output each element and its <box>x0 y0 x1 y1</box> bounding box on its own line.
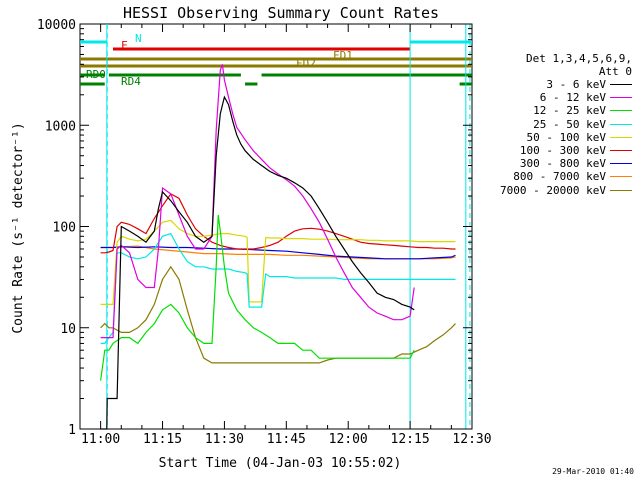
legend-label: 100 - 300 keV <box>519 144 606 158</box>
legend-entry: 50 - 100 keV <box>478 131 636 144</box>
series-line-2 <box>100 64 415 339</box>
series-line-3 <box>100 214 415 381</box>
legend-label: 300 - 800 keV <box>519 157 606 171</box>
legend-swatch <box>610 84 632 86</box>
series-line-4 <box>100 232 456 344</box>
y-tick-label: 10000 <box>37 18 76 33</box>
legend-entry: 300 - 800 keV <box>478 157 636 170</box>
x-axis-label: Start Time (04-Jan-03 10:55:02) <box>159 456 402 471</box>
x-tick-label: 11:30 <box>205 432 244 447</box>
series-line-9 <box>100 265 456 364</box>
legend-swatch <box>610 136 632 138</box>
x-tick-label: 11:15 <box>143 432 182 447</box>
legend-label: 3 - 6 keV <box>546 78 606 92</box>
legend-label: 12 - 25 keV <box>533 104 606 118</box>
generation-timestamp: 29-Mar-2010 01:40 <box>552 467 634 476</box>
legend-swatch <box>610 189 632 191</box>
x-tick-label: 12:15 <box>391 432 430 447</box>
legend-entry: 7000 - 20000 keV <box>478 184 636 197</box>
legend-swatch <box>610 97 632 99</box>
legend-entry: 800 - 7000 keV <box>478 170 636 183</box>
flag-label-fd2: FD2 <box>296 57 316 70</box>
legend-label: 50 - 100 keV <box>526 130 606 144</box>
series-line-7 <box>100 246 456 260</box>
flag-label-rd4: RD4 <box>121 75 141 88</box>
flag-bars: NF FD1 FD2 RD0 RD4 <box>80 32 472 88</box>
legend-header-detectors: Det 1,3,4,5,6,9, <box>526 52 632 65</box>
y-tick-label: 1000 <box>45 119 76 134</box>
series-layer <box>100 64 456 430</box>
legend-header-attenuator: Att 0 <box>598 65 632 78</box>
legend-swatch <box>610 123 632 125</box>
legend: Det 1,3,4,5,6,9, Att 0 3 - 6 keV 6 - 12 k… <box>478 52 636 197</box>
x-tick-label: 12:30 <box>452 432 491 447</box>
y-axis-label: Count Rate (s⁻¹ detector⁻¹) <box>11 122 26 333</box>
legend-swatch <box>610 163 632 165</box>
legend-label: 800 - 7000 keV <box>513 170 606 184</box>
flag-label-fd1: FD1 <box>333 49 353 62</box>
legend-label: 7000 - 20000 keV <box>500 183 606 197</box>
legend-swatch <box>610 110 632 112</box>
y-tick-label: 1 <box>68 423 76 438</box>
flag-label-rd0: RD0 <box>86 68 106 81</box>
axes: 11:00 11:15 11:30 11:45 12:00 12:15 12:30 1 10 10… <box>37 18 492 447</box>
series-line-6 <box>100 193 456 254</box>
legend-entry: 100 - 300 keV <box>478 144 636 157</box>
legend-entry: 6 - 12 keV <box>478 91 636 104</box>
flag-label-n: N <box>135 32 142 45</box>
series-line-1 <box>100 95 415 430</box>
y-tick-label: 100 <box>53 221 76 236</box>
legend-rows: 3 - 6 keV 6 - 12 keV 12 - 25 keV 25 - 50 ke… <box>478 78 636 197</box>
legend-swatch <box>610 176 632 178</box>
legend-entry: 3 - 6 keV <box>478 78 636 91</box>
x-tick-label: 11:45 <box>267 432 306 447</box>
orbit-markers <box>106 24 471 429</box>
flag-label-f: F <box>121 39 128 52</box>
legend-label: 25 - 50 keV <box>533 117 606 131</box>
series-line-8 <box>100 245 456 260</box>
legend-label: 6 - 12 keV <box>539 91 606 105</box>
x-tick-label: 12:00 <box>329 432 368 447</box>
series-line-5 <box>100 219 456 305</box>
legend-entry: 12 - 25 keV <box>478 104 636 117</box>
legend-entry: 25 - 50 keV <box>478 118 636 131</box>
legend-swatch <box>610 150 632 152</box>
x-tick-label: 11:00 <box>81 432 120 447</box>
y-tick-label: 10 <box>60 322 76 337</box>
chart-title: HESSI Observing Summary Count Rates <box>123 4 439 22</box>
